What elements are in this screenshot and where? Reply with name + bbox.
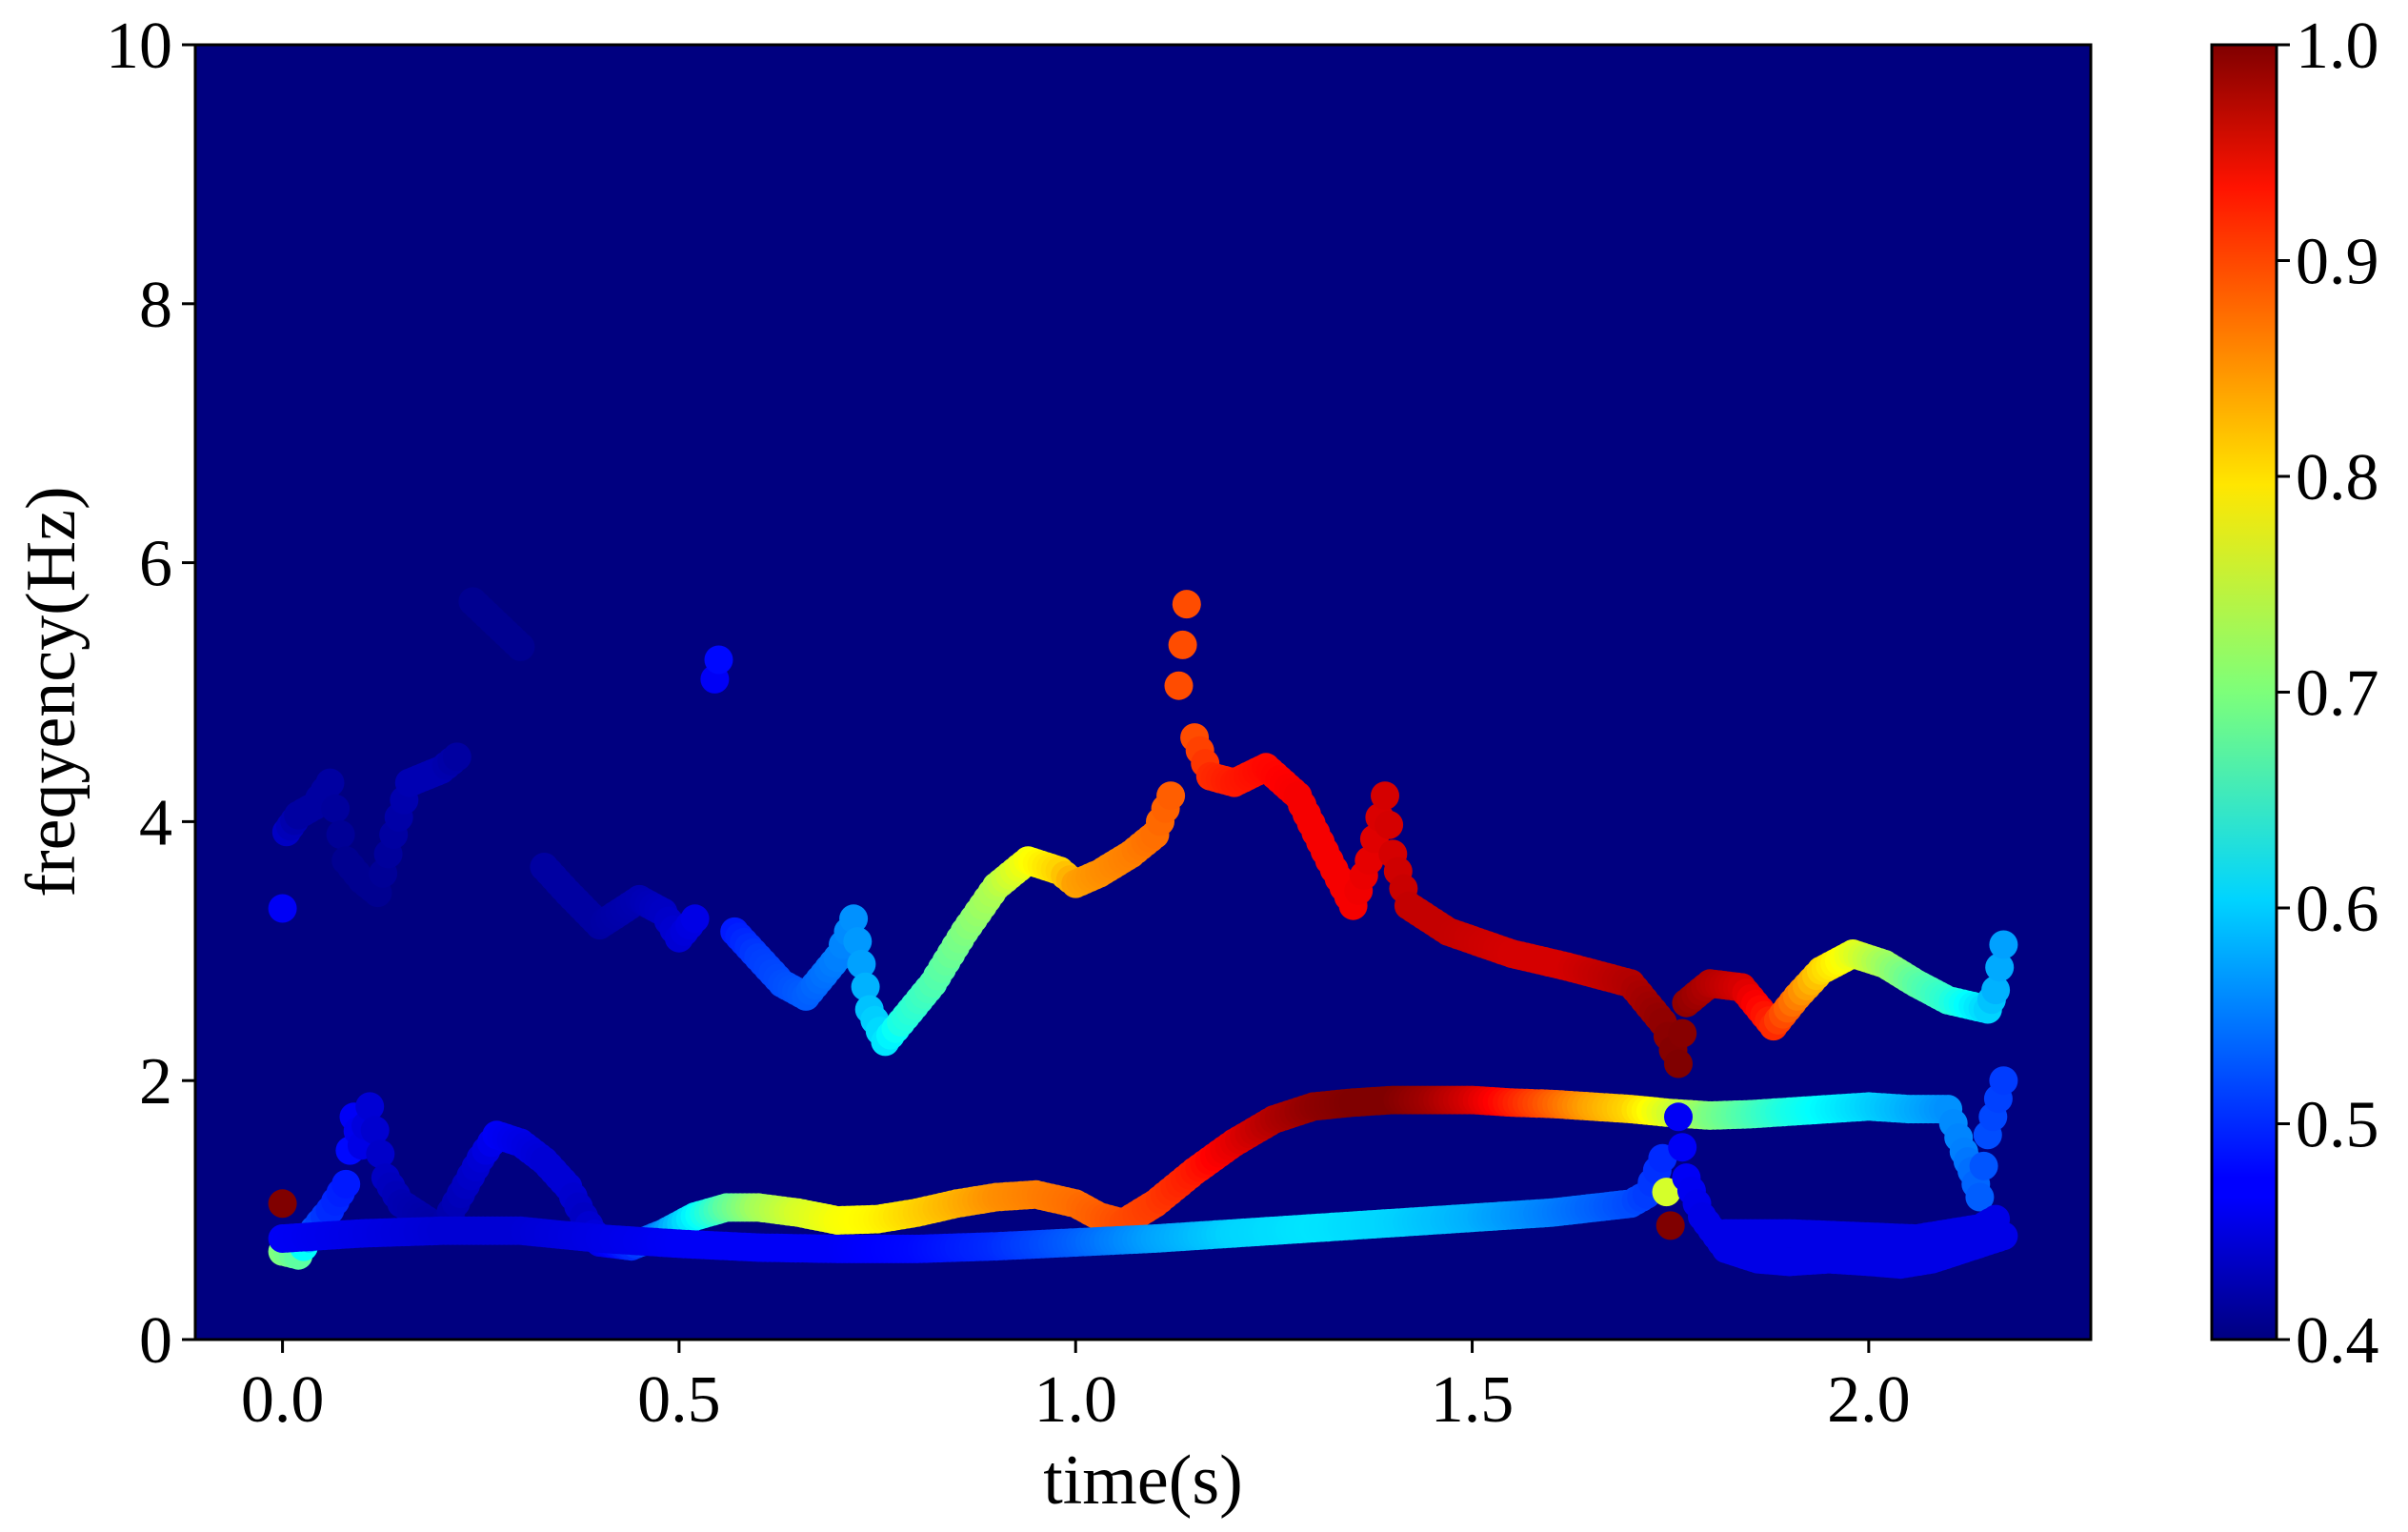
data-point <box>1164 671 1194 700</box>
data-point <box>1664 1102 1693 1132</box>
data-point <box>1981 1204 2011 1234</box>
y-axis-title: freqyency(Hz) <box>12 486 90 897</box>
x-tick-label: 2.0 <box>1827 1363 1911 1437</box>
scatter-points <box>268 587 2018 1280</box>
y-tick-label: 4 <box>139 786 172 859</box>
data-point <box>442 742 472 772</box>
data-point <box>1375 810 1404 839</box>
colorbar-tick-label: 1.0 <box>2296 10 2379 83</box>
data-point <box>268 1189 297 1219</box>
data-point <box>1156 781 1186 811</box>
colorbar-tick-label: 0.7 <box>2296 657 2379 731</box>
y-axis: 0 2 4 6 8 10 <box>106 10 195 1378</box>
plot-frame <box>193 43 2093 1341</box>
x-tick-label: 0.5 <box>637 1363 721 1437</box>
y-tick-label: 2 <box>139 1045 172 1119</box>
data-point <box>1668 1018 1697 1048</box>
x-tick-label: 1.5 <box>1431 1363 1515 1437</box>
data-point <box>360 1116 390 1145</box>
data-point <box>1652 1178 1681 1207</box>
y-tick-label: 8 <box>139 269 172 342</box>
colorbar <box>2210 43 2278 1341</box>
colorbar-tick-label: 0.5 <box>2296 1089 2379 1162</box>
data-point <box>704 645 733 675</box>
data-point <box>843 927 873 957</box>
data-point <box>506 632 535 661</box>
x-tick-label: 0.0 <box>241 1363 325 1437</box>
data-point <box>1656 1211 1685 1240</box>
data-point <box>331 1169 361 1199</box>
colorbar-axis: 0.4 0.5 0.6 0.7 0.8 0.9 1.0 <box>2277 10 2379 1378</box>
data-point <box>839 904 869 934</box>
data-point <box>851 972 880 1001</box>
data-point <box>680 904 710 934</box>
data-point <box>1371 781 1399 811</box>
data-point <box>1985 953 2015 982</box>
data-point <box>1969 1151 1998 1180</box>
colorbar-tick-label: 0.8 <box>2296 441 2379 514</box>
colorbar-tick-label: 0.6 <box>2296 873 2379 946</box>
colorbar-tick-label: 0.4 <box>2296 1304 2379 1378</box>
data-point <box>1172 590 1201 619</box>
data-point <box>268 894 297 923</box>
data-point <box>847 949 876 978</box>
x-tick-label: 1.0 <box>1033 1363 1117 1437</box>
data-point <box>1354 846 1384 876</box>
y-tick-label: 10 <box>106 10 172 83</box>
data-point <box>1664 1049 1693 1078</box>
data-point <box>355 1092 385 1121</box>
colorbar-tick-label: 0.9 <box>2296 226 2379 299</box>
data-point <box>366 1139 395 1169</box>
data-point <box>1981 976 2011 1005</box>
data-point <box>326 820 355 849</box>
y-tick-label: 0 <box>139 1304 172 1378</box>
data-point <box>1989 1066 2018 1096</box>
data-point <box>315 768 345 797</box>
x-axis: 0.0 0.5 1.0 1.5 2.0 <box>241 1340 1911 1437</box>
x-axis-title: time(s) <box>1043 1441 1243 1520</box>
y-tick-label: 6 <box>139 528 172 601</box>
data-point <box>321 794 351 823</box>
data-point <box>1965 1182 1995 1212</box>
data-point <box>1668 1133 1697 1162</box>
data-point <box>1168 630 1197 659</box>
data-point <box>1989 930 2018 959</box>
